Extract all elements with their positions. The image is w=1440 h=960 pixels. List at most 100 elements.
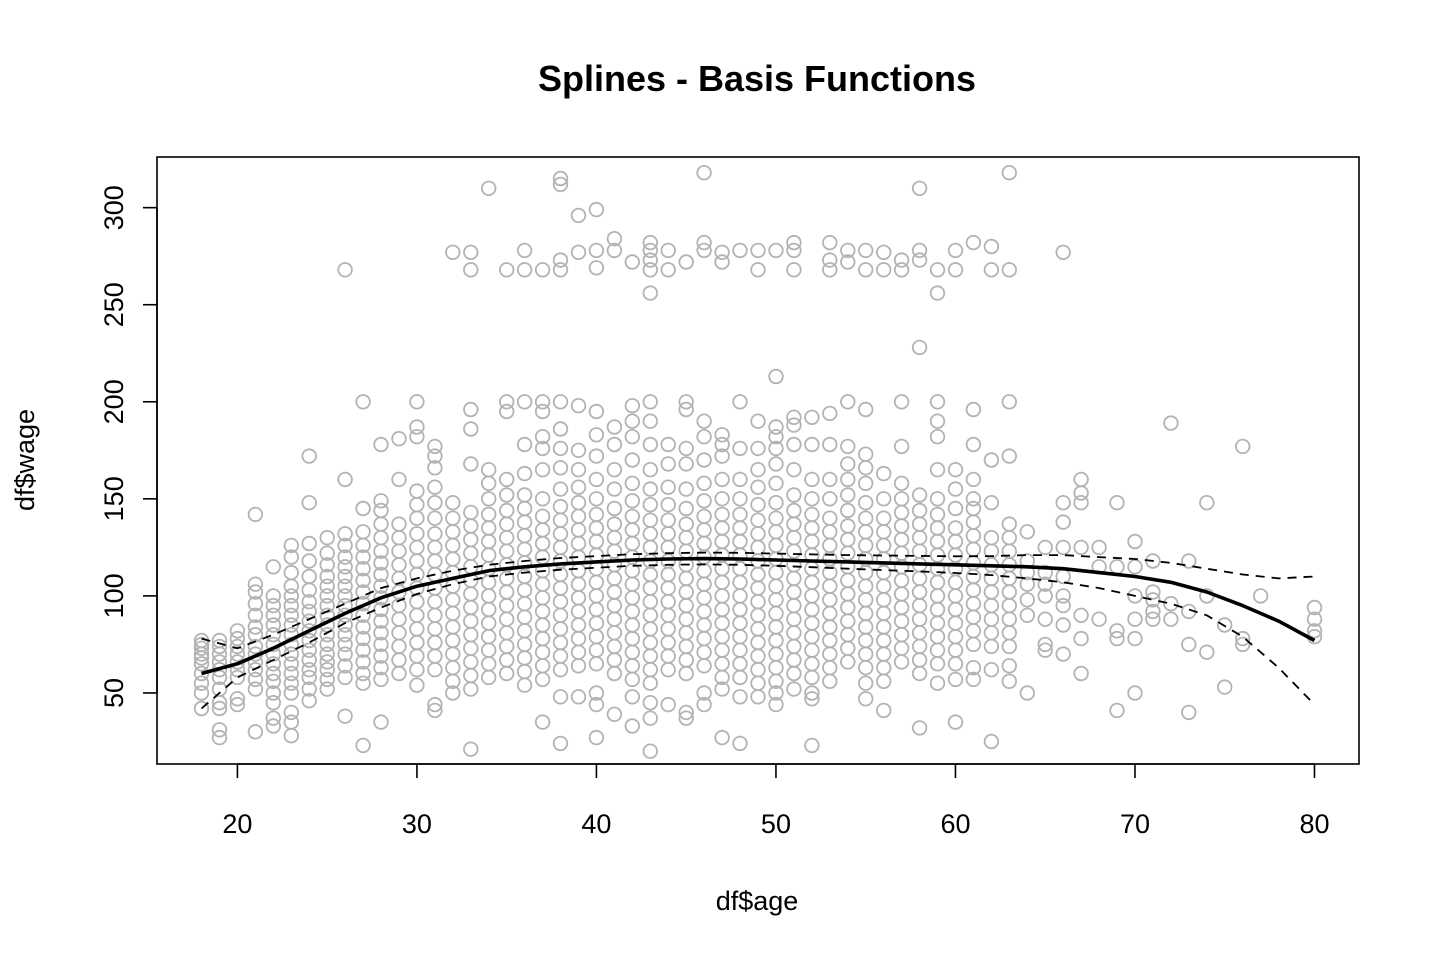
data-point [947, 615, 964, 631]
data-point [301, 669, 317, 686]
data-point [1001, 394, 1018, 410]
data-point [319, 681, 335, 697]
data-point [624, 493, 641, 509]
data-point [445, 524, 461, 540]
data-point [409, 394, 425, 410]
data-point [660, 634, 676, 651]
data-point [678, 500, 694, 517]
data-point [570, 563, 587, 579]
data-point [283, 537, 300, 554]
data-point [552, 460, 569, 476]
data-point [965, 555, 982, 571]
data-point [1199, 644, 1215, 660]
data-point [911, 597, 928, 614]
data-point [1163, 415, 1179, 431]
data-point [822, 632, 838, 649]
data-point [858, 446, 874, 462]
data-point [911, 652, 928, 668]
data-point [463, 741, 479, 757]
data-point [1163, 611, 1179, 627]
data-point [463, 531, 479, 548]
data-point [804, 491, 820, 507]
data-point [893, 262, 910, 278]
data-point [750, 262, 766, 278]
data-point [337, 658, 353, 674]
data-point [355, 642, 371, 658]
data-point [373, 590, 389, 606]
data-point [714, 629, 730, 645]
data-point [732, 629, 748, 645]
data-point [516, 242, 533, 259]
y-tick-label: 50 [99, 678, 129, 708]
data-point [301, 632, 317, 649]
data-point [337, 526, 353, 542]
data-point [678, 530, 694, 546]
data-point [1109, 559, 1125, 575]
data-point [193, 636, 210, 653]
data-point [534, 671, 551, 688]
data-point [337, 669, 353, 686]
data-point [822, 673, 838, 690]
data-point [804, 685, 820, 701]
data-point [965, 471, 982, 488]
data-point [732, 242, 748, 259]
data-point [642, 285, 659, 301]
data-point [858, 537, 874, 554]
data-point [301, 603, 317, 620]
data-point [588, 448, 605, 464]
data-point [1055, 597, 1071, 614]
data-point [858, 510, 874, 526]
data-point [822, 491, 838, 507]
data-point [1109, 495, 1125, 511]
data-point [1055, 588, 1071, 604]
data-point [840, 502, 856, 519]
data-point [929, 629, 946, 645]
data-point [1181, 553, 1197, 569]
data-point [732, 520, 748, 536]
data-point [947, 242, 964, 259]
data-point [373, 660, 389, 676]
data-point [1091, 539, 1107, 556]
data-point [445, 495, 461, 511]
data-point [768, 429, 784, 445]
data-point [606, 706, 623, 723]
data-point [606, 584, 623, 600]
data-point [750, 621, 766, 637]
data-point [301, 681, 317, 697]
data-point [1127, 630, 1143, 647]
data-point [319, 568, 335, 585]
data-point [247, 506, 264, 523]
data-point [660, 497, 676, 513]
data-point [696, 493, 712, 509]
data-point [570, 535, 587, 552]
data-point [391, 431, 407, 447]
data-point [1127, 588, 1143, 604]
data-point [822, 537, 838, 554]
data-point [552, 580, 569, 596]
data-point [911, 339, 928, 356]
data-point [427, 438, 443, 455]
data-point [840, 438, 856, 455]
data-point [947, 481, 964, 497]
data-point [606, 481, 623, 497]
data-point [1306, 623, 1323, 639]
data-point [193, 656, 210, 672]
data-point [229, 638, 246, 655]
data-point [373, 436, 389, 453]
data-point [893, 545, 910, 561]
data-point [822, 510, 838, 526]
data-point [1073, 607, 1089, 624]
data-point [911, 516, 928, 532]
data-point [481, 547, 497, 563]
data-point [534, 590, 551, 606]
data-point [929, 394, 946, 410]
data-point [750, 479, 766, 495]
data-point [840, 518, 856, 534]
data-point [570, 479, 587, 495]
data-point [786, 543, 802, 559]
data-point [840, 394, 856, 410]
data-point [247, 576, 264, 592]
data-point [804, 691, 820, 707]
data-point [283, 578, 300, 594]
data-point [588, 574, 605, 591]
